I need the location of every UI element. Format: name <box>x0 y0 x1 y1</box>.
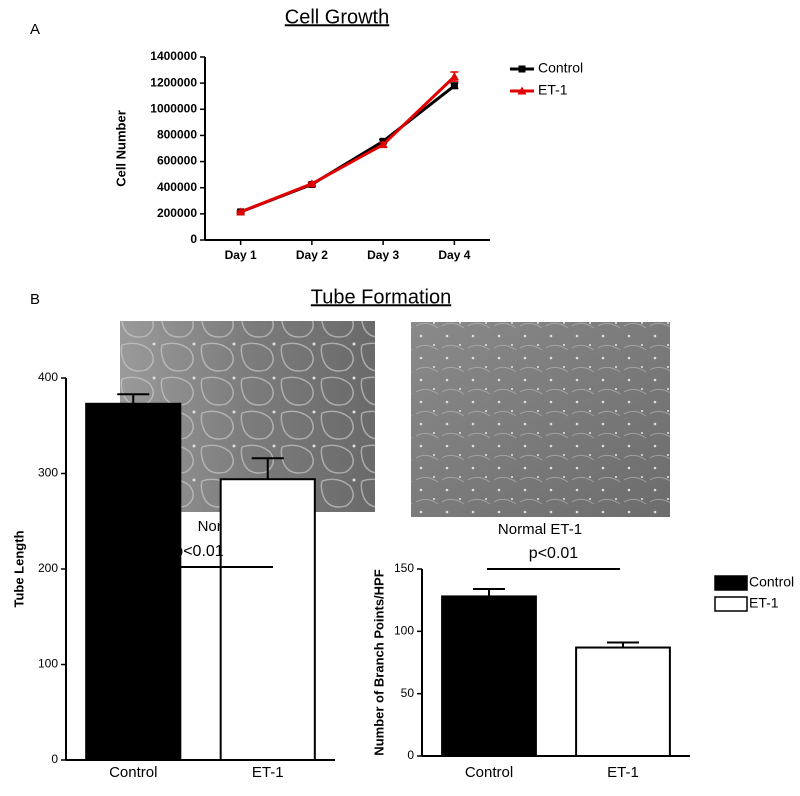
marker <box>518 65 526 73</box>
panel-title: Tube Formation <box>311 286 451 308</box>
legend-swatch <box>714 575 748 591</box>
x-tick-label: Day 2 <box>296 248 328 262</box>
error-bar <box>117 393 150 404</box>
error-bar <box>473 587 505 597</box>
x-tick-label: Day 3 <box>367 248 399 262</box>
y-tick-label: 0 <box>407 748 414 762</box>
legend-label: Control <box>749 574 794 590</box>
marker <box>450 82 458 90</box>
legend-label: ET-1 <box>538 82 568 98</box>
y-tick-label: 300 <box>38 466 58 480</box>
y-tick-label: 50 <box>401 686 415 700</box>
y-axis-label: Number of Branch Points/HPF <box>371 569 386 755</box>
y-tick-label: 600000 <box>157 154 197 168</box>
image-caption: Normal ET-1 <box>498 521 582 538</box>
x-tick-label: Control <box>465 764 513 781</box>
y-tick-label: 400000 <box>157 180 197 194</box>
x-tick-label: Control <box>109 764 157 781</box>
micrograph-texture <box>411 322 670 517</box>
x-tick-label: Day 1 <box>225 248 257 262</box>
y-tick-label: 100 <box>394 624 414 638</box>
significance-label: p<0.01 <box>529 545 578 562</box>
chart-title: Cell Growth <box>285 6 389 28</box>
series-line <box>240 75 456 214</box>
y-tick-label: 1000000 <box>150 101 197 115</box>
bar <box>219 478 316 761</box>
x-tick-label: ET-1 <box>252 764 284 781</box>
error-bar <box>251 457 284 480</box>
legend-label: Control <box>538 60 583 76</box>
series-line <box>240 84 456 214</box>
marker <box>236 207 246 216</box>
panel-label: B <box>30 291 40 308</box>
legend-label: ET-1 <box>749 595 779 611</box>
legend-swatch <box>714 596 748 612</box>
bar <box>575 646 671 757</box>
y-axis-label: Tube Length <box>11 530 26 607</box>
y-axis-label: Cell Number <box>113 110 128 187</box>
y-tick-label: 100 <box>38 657 58 671</box>
marker <box>517 86 527 95</box>
x-tick-label: Day 4 <box>438 248 470 262</box>
marker <box>378 140 388 149</box>
x-tick-label: ET-1 <box>607 764 639 781</box>
panel-label: A <box>30 21 40 38</box>
marker <box>307 179 317 188</box>
y-tick-label: 200 <box>38 561 58 575</box>
y-tick-label: 200000 <box>157 206 197 220</box>
y-tick-label: 400 <box>38 370 58 384</box>
significance-label: p<0.01 <box>174 543 223 560</box>
marker <box>449 72 459 81</box>
bar <box>441 595 537 758</box>
y-tick-label: 0 <box>190 232 197 246</box>
y-tick-label: 150 <box>394 561 414 575</box>
bar <box>85 402 182 761</box>
y-tick-label: 1400000 <box>150 49 197 63</box>
y-tick-label: 0 <box>51 752 58 766</box>
y-tick-label: 800000 <box>157 128 197 142</box>
y-tick-label: 1200000 <box>150 75 197 89</box>
